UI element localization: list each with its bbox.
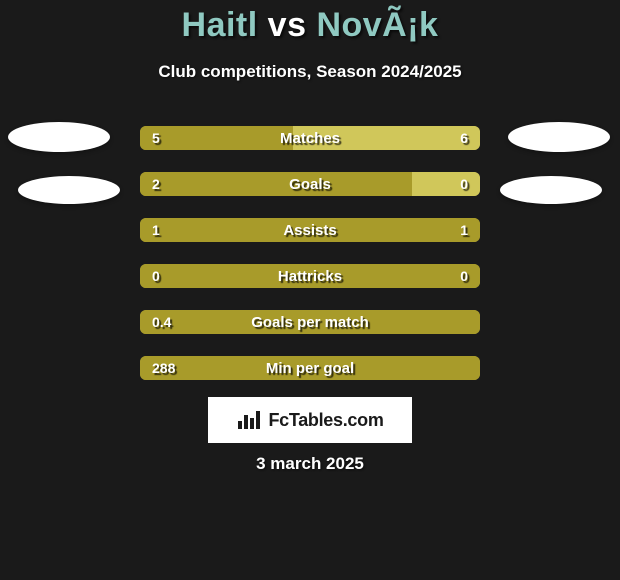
player2-avatar — [500, 176, 602, 204]
metric-label: Goals — [140, 172, 480, 196]
metric-row-assists: 11Assists — [140, 218, 480, 242]
metric-label: Hattricks — [140, 264, 480, 288]
metric-label: Assists — [140, 218, 480, 242]
metric-row-hattricks: 00Hattricks — [140, 264, 480, 288]
metric-label: Matches — [140, 126, 480, 150]
metric-row-matches: 56Matches — [140, 126, 480, 150]
metric-label: Goals per match — [140, 310, 480, 334]
watermark-brand: FcTables.com — [268, 410, 383, 431]
comparison-card: Haitl vs NovÃ¡k Club competitions, Seaso… — [0, 0, 620, 580]
title-player2: NovÃ¡k — [316, 6, 438, 44]
title-player1: Haitl — [182, 6, 258, 44]
title-vs: vs — [268, 6, 307, 44]
player1-team-badge — [8, 122, 110, 152]
bar-chart-icon — [236, 409, 264, 431]
metric-row-gpm: 0.4Goals per match — [140, 310, 480, 334]
metric-row-mpg: 288Min per goal — [140, 356, 480, 380]
player1-avatar — [18, 176, 120, 204]
watermark: FcTables.com — [208, 397, 412, 443]
generated-date: 3 march 2025 — [0, 454, 620, 474]
metric-bars: 56Matches 20Goals 11Assists 00Hattricks 0.4G… — [140, 126, 480, 402]
subtitle: Club competitions, Season 2024/2025 — [0, 62, 620, 82]
page-title: Haitl vs NovÃ¡k — [0, 6, 620, 45]
metric-label: Min per goal — [140, 356, 480, 380]
player2-team-badge — [508, 122, 610, 152]
metric-row-goals: 20Goals — [140, 172, 480, 196]
